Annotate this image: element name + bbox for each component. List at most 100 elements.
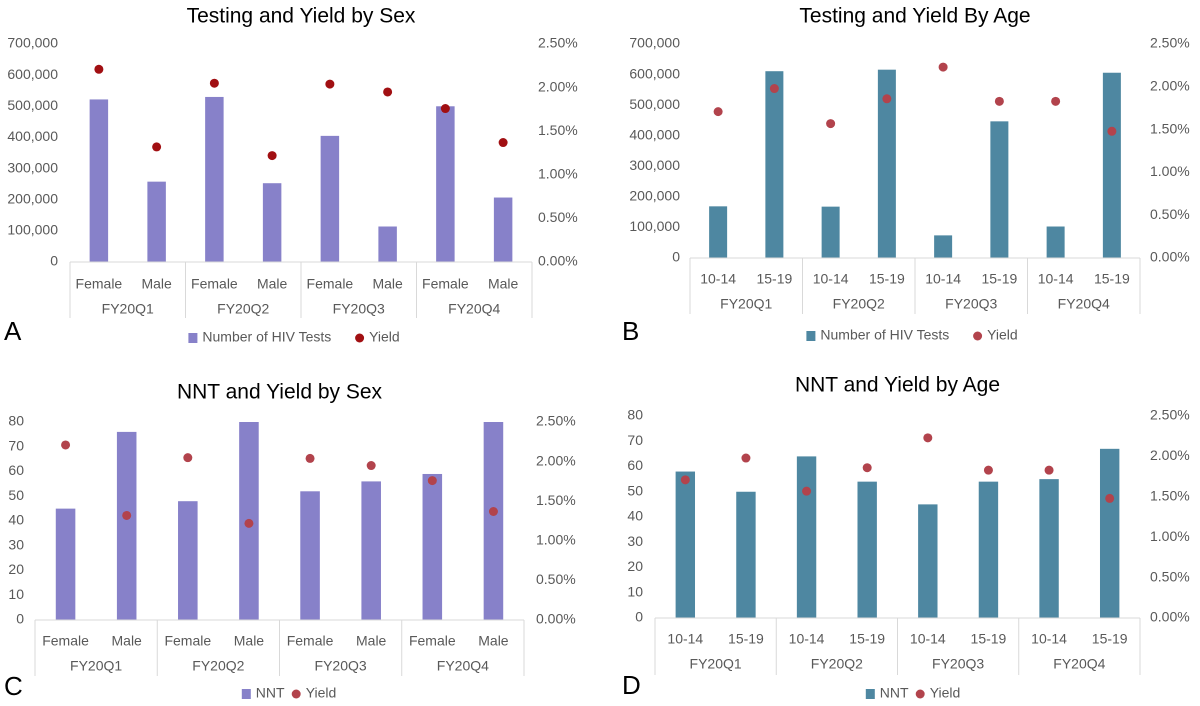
right-axis-tick-label: 2.00%: [538, 78, 578, 94]
yield-point: [152, 142, 162, 152]
group-label: FY20Q2: [833, 296, 885, 312]
right-axis-tick-label: 1.50%: [538, 122, 578, 138]
legend-label: Yield: [987, 327, 1018, 343]
yield-point: [1051, 96, 1061, 106]
bar: [857, 481, 877, 618]
left-axis-tick-label: 0: [635, 609, 643, 625]
right-axis-tick-label: 1.00%: [538, 166, 578, 182]
left-axis-tick-label: 0: [50, 253, 58, 269]
sub-category-label: 10-14: [700, 271, 736, 287]
bar: [736, 491, 756, 618]
left-axis-tick-label: 50: [8, 487, 24, 503]
yield-point: [882, 94, 892, 104]
left-axis-tick-label: 70: [627, 432, 643, 448]
sub-category-label: Female: [42, 633, 89, 649]
panel-label: C: [4, 671, 23, 701]
bar: [205, 96, 224, 262]
legend-label: Yield: [369, 329, 400, 345]
left-axis-tick-label: 400,000: [7, 128, 58, 144]
legend-swatch-point: [915, 689, 925, 699]
chart-title: Testing and Yield By Age: [799, 5, 1030, 28]
bar: [1046, 226, 1065, 258]
legend: Number of HIV Tests Yield: [806, 327, 1018, 343]
chart-panel-d: D NNT and Yield by Age 0 10 20 30 40 50 60 70 80 0.…: [622, 374, 1190, 701]
legend-label: NNT: [880, 685, 909, 701]
yield-point: [498, 138, 508, 148]
yield-point: [305, 453, 315, 463]
bar: [89, 99, 109, 262]
sub-category-label: 15-19: [756, 271, 792, 287]
yield-point: [366, 461, 376, 471]
bar: [821, 206, 840, 258]
chart-title: NNT and Yield by Age: [795, 374, 1000, 397]
group-label: FY20Q3: [315, 658, 367, 674]
sub-category-label: Female: [287, 633, 334, 649]
group-label: FY20Q2: [217, 301, 269, 317]
legend: Number of HIV Tests Yield: [188, 329, 400, 345]
bar: [493, 197, 513, 262]
legend-label: Yield: [930, 685, 961, 701]
right-axis-tick-label: 1.50%: [1150, 120, 1190, 136]
group-label: FY20Q4: [448, 301, 500, 317]
bar: [765, 71, 784, 258]
panel-label: A: [4, 316, 22, 346]
legend: NNT Yield: [241, 685, 336, 701]
yield-point: [325, 79, 335, 89]
sub-category-label: 15-19: [981, 271, 1017, 287]
bar: [1039, 479, 1059, 618]
sub-category-label: 10-14: [925, 271, 961, 287]
sub-category-label: Female: [164, 633, 211, 649]
left-axis-tick-label: 20: [8, 561, 24, 577]
sub-category-label: 10-14: [1031, 631, 1067, 647]
right-axis-tick-label: 2.50%: [538, 35, 578, 51]
right-axis-tick-label: 1.00%: [1150, 528, 1190, 544]
left-axis-tick-label: 60: [627, 457, 643, 473]
left-axis-tick-label: 70: [8, 437, 24, 453]
left-axis-tick-label: 200,000: [7, 190, 58, 206]
panel-label: D: [622, 670, 641, 700]
legend-swatch-point: [355, 333, 365, 343]
sub-category-label: Female: [191, 276, 238, 292]
sub-category-label: Male: [112, 633, 143, 649]
sub-category-label: 10-14: [813, 271, 849, 287]
left-axis-tick-label: 600,000: [7, 66, 58, 82]
bar: [178, 501, 198, 620]
sub-category-label: Male: [257, 276, 288, 292]
yield-point: [244, 518, 254, 528]
bar: [934, 235, 953, 258]
group-label: FY20Q1: [70, 658, 122, 674]
group-label: FY20Q1: [720, 296, 772, 312]
right-axis-tick-label: 1.00%: [1150, 163, 1190, 179]
bar: [378, 226, 397, 262]
yield-point: [383, 87, 393, 97]
left-axis-tick-label: 700,000: [7, 35, 58, 51]
sub-category-label: Female: [422, 276, 469, 292]
left-axis-tick-label: 0: [16, 611, 24, 627]
yield-point: [488, 506, 498, 516]
left-axis-tick-label: 30: [627, 533, 643, 549]
legend-label: NNT: [256, 685, 285, 701]
yield-point: [183, 453, 193, 463]
chart-title: Testing and Yield by Sex: [187, 5, 416, 28]
left-axis-tick-label: 500,000: [7, 97, 58, 113]
legend-label: Number of HIV Tests: [202, 329, 331, 345]
sub-category-label: Male: [141, 276, 172, 292]
yield-point: [713, 107, 723, 117]
chart-panel-a: A Testing and Yield by Sex 0 100,000 200,000…: [4, 5, 578, 346]
right-axis-tick-label: 1.00%: [536, 532, 576, 548]
yield-point: [61, 440, 71, 450]
group-label: FY20Q3: [932, 656, 984, 672]
yield-point: [938, 62, 948, 72]
yield-point: [826, 119, 836, 129]
yield-point: [802, 486, 812, 496]
group-label: FY20Q4: [437, 658, 489, 674]
panel-label: B: [622, 316, 639, 346]
sub-category-label: 15-19: [728, 631, 764, 647]
right-axis-tick-label: 1.50%: [1150, 488, 1190, 504]
right-axis-tick-label: 0.00%: [536, 611, 576, 627]
left-axis-tick-label: 80: [627, 407, 643, 423]
sub-category-label: Male: [234, 633, 265, 649]
legend-swatch-point: [973, 331, 983, 341]
sub-category-label: 15-19: [1092, 631, 1128, 647]
